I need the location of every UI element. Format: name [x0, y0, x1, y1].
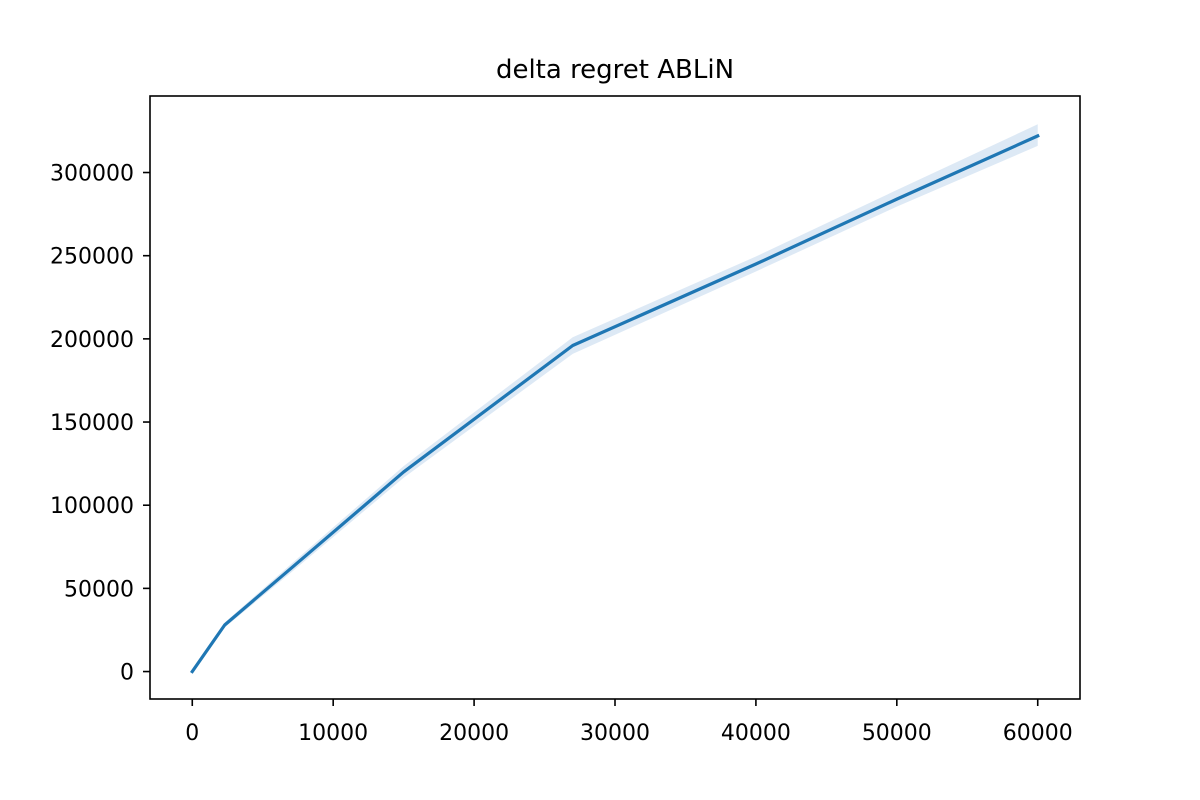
y-tick-label: 250000: [50, 245, 134, 270]
y-tick-label: 150000: [50, 411, 134, 436]
chart-title: delta regret ABLiN: [496, 55, 734, 85]
x-tick-label: 60000: [1003, 721, 1073, 746]
y-tick-label: 100000: [50, 494, 134, 519]
x-tick-label: 50000: [862, 721, 932, 746]
plot-area: [190, 124, 1040, 674]
x-tick-label: 30000: [580, 721, 650, 746]
x-tick-label: 0: [185, 721, 199, 746]
axes-frame: [149, 95, 1081, 700]
y-tick-label: 300000: [50, 162, 134, 187]
y-tick-label: 50000: [64, 577, 134, 602]
x-tick-label: 40000: [721, 721, 791, 746]
x-tick-label: 20000: [439, 721, 509, 746]
x-axis: 0 10000 20000 30000 40000 50000 60000: [185, 699, 1073, 746]
x-tick-label: 10000: [298, 721, 368, 746]
y-tick-label: 200000: [50, 328, 134, 353]
confidence-band-0: [192, 124, 1038, 673]
y-axis: 0 50000 100000 150000 200000 250000 300000: [50, 162, 150, 686]
y-tick-label: 0: [120, 661, 134, 686]
series-line-0: [190, 133, 1040, 674]
